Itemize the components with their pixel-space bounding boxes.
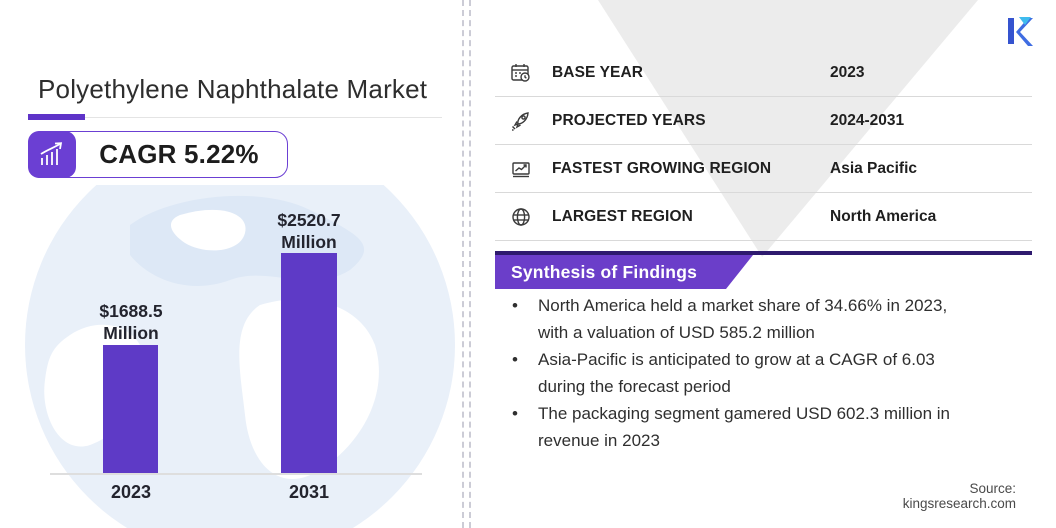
bar-value-label: $2520.7 Million xyxy=(224,209,394,253)
table-row: PROJECTED YEARS 2024-2031 xyxy=(495,97,1032,145)
vertical-dashed-divider xyxy=(462,0,464,528)
fact-label: LARGEST REGION xyxy=(552,207,693,225)
cagr-badge: CAGR 5.22% xyxy=(28,131,288,178)
vertical-dashed-divider xyxy=(469,0,471,528)
x-tick-label: 2031 xyxy=(288,482,330,502)
bar-chart: $1688.5 Million $2520.7 Million 2023 203… xyxy=(0,190,470,528)
list-item: The packaging segment gamered USD 602.3 … xyxy=(495,400,1019,454)
finding-line: Asia-Pacific is anticipated to grow at a… xyxy=(538,350,935,369)
fact-value: 2024-2031 xyxy=(830,111,905,129)
cagr-icon-tile xyxy=(28,131,76,178)
globe-icon xyxy=(508,205,534,229)
x-axis-line xyxy=(50,473,422,475)
fact-value: North America xyxy=(830,207,937,225)
banner-top-line xyxy=(495,251,1032,255)
finding-line: revenue in 2023 xyxy=(538,431,660,450)
findings-list: North America held a market share of 34.… xyxy=(495,292,1019,454)
fact-value: Asia Pacific xyxy=(830,159,918,177)
finding-line: with a valuation of USD 585.2 million xyxy=(538,323,815,342)
list-item: North America held a market share of 34.… xyxy=(495,292,1019,346)
title-accent-bar xyxy=(28,114,85,120)
fact-label: FASTEST GROWING REGION xyxy=(552,159,772,177)
calendar-icon xyxy=(508,61,534,85)
rocket-icon xyxy=(508,109,534,133)
growth-arrow-icon xyxy=(40,141,63,165)
table-row: FASTEST GROWING REGION Asia Pacific xyxy=(495,145,1032,193)
bar-value-label: $1688.5 Million xyxy=(46,300,216,344)
bar-value: $2520.7 xyxy=(277,210,341,230)
title-divider-line xyxy=(85,117,442,118)
synthesis-banner: Synthesis of Findings xyxy=(495,255,753,289)
x-tick-label: 2023 xyxy=(110,482,152,502)
source-attribution: Source: kingsresearch.com xyxy=(902,481,1016,511)
fact-value: 2023 xyxy=(830,63,865,81)
table-row: LARGEST REGION North America xyxy=(495,193,1032,241)
bar-unit: Million xyxy=(281,232,337,252)
bar-unit: Million xyxy=(103,323,159,343)
finding-line: North America held a market share of 34.… xyxy=(538,296,948,315)
kings-research-logo xyxy=(1008,17,1033,46)
bar-value: $1688.5 xyxy=(99,301,163,321)
table-row: BASE YEAR 2023 xyxy=(495,49,1032,97)
bar-2023 xyxy=(103,345,158,473)
growth-chart-icon xyxy=(508,157,534,181)
page-title: Polyethylene Naphthalate Market xyxy=(38,74,428,104)
key-facts-table: BASE YEAR 2023 PROJECTED YEARS 2024-2031 xyxy=(495,49,1032,241)
fact-label: PROJECTED YEARS xyxy=(552,111,706,129)
fact-label: BASE YEAR xyxy=(552,63,644,81)
list-item: Asia-Pacific is anticipated to grow at a… xyxy=(495,346,1019,400)
finding-line: during the forecast period xyxy=(538,377,731,396)
bar-2031 xyxy=(281,253,337,473)
finding-line: The packaging segment gamered USD 602.3 … xyxy=(538,404,951,423)
cagr-value: CAGR 5.22% xyxy=(99,139,259,169)
synthesis-title: Synthesis of Findings xyxy=(511,261,698,282)
